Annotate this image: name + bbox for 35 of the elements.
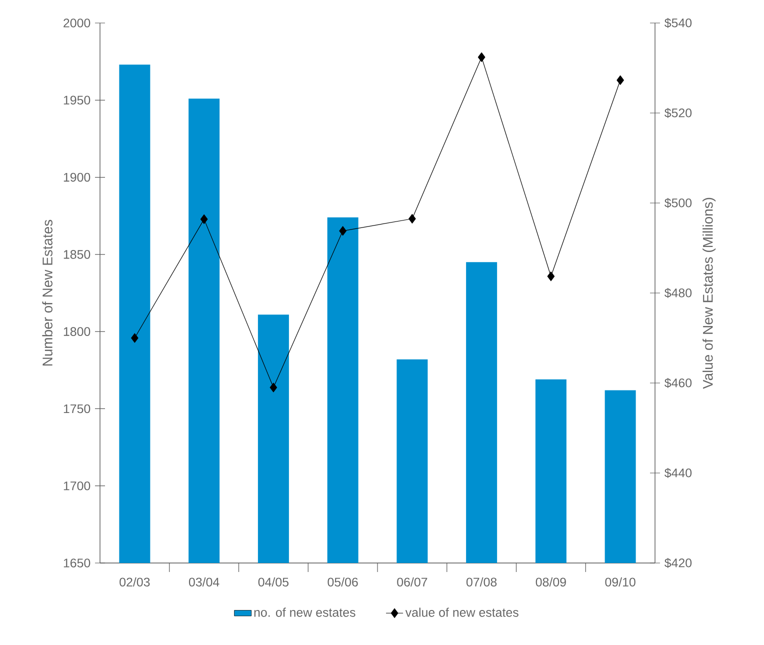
x-tick-label: 07/08 — [466, 577, 497, 586]
y2-tick-label: $540 — [664, 18, 692, 28]
y-tick-label: 1650 — [64, 558, 90, 568]
y-tick-label: 2000 — [64, 18, 90, 28]
point — [616, 75, 624, 85]
point — [200, 214, 208, 224]
y2-tick-label: $440 — [664, 468, 692, 478]
y2-tick-label: $520 — [664, 108, 692, 118]
point — [270, 382, 278, 392]
point — [478, 52, 486, 62]
y-tick-label: 1700 — [64, 481, 90, 490]
x-tick-label: 04/05 — [258, 577, 288, 586]
y-tick-label: 1850 — [64, 250, 90, 259]
y2-tick-label: $420 — [664, 558, 692, 568]
legend-label: value of new estates — [405, 608, 518, 617]
y2-axis-title: Value of New Estates (Millions) — [702, 198, 716, 389]
point — [547, 272, 555, 282]
x-tick-label: 02/03 — [120, 577, 150, 586]
x-tick-label: 05/06 — [328, 577, 358, 586]
y2-tick-label: $480 — [664, 288, 692, 298]
y-axis-title: Number of New Estates — [42, 220, 52, 366]
y-tick-label: 1900 — [64, 172, 90, 182]
point — [131, 333, 138, 343]
legend-label: no. of new estates — [254, 608, 356, 617]
x-tick-label: 06/07 — [397, 577, 428, 586]
point — [408, 214, 416, 224]
y2-tick-label: $460 — [664, 378, 692, 388]
y-tick-label: 1750 — [64, 404, 90, 414]
y2-tick-label: $500 — [664, 198, 692, 208]
y-tick-label: 1800 — [64, 327, 90, 336]
x-tick-label: 09/10 — [605, 577, 636, 586]
y-tick-label: 1950 — [64, 96, 90, 105]
x-tick-label: 03/04 — [188, 577, 220, 586]
x-tick-label: 08/09 — [536, 577, 566, 586]
point — [339, 226, 346, 236]
